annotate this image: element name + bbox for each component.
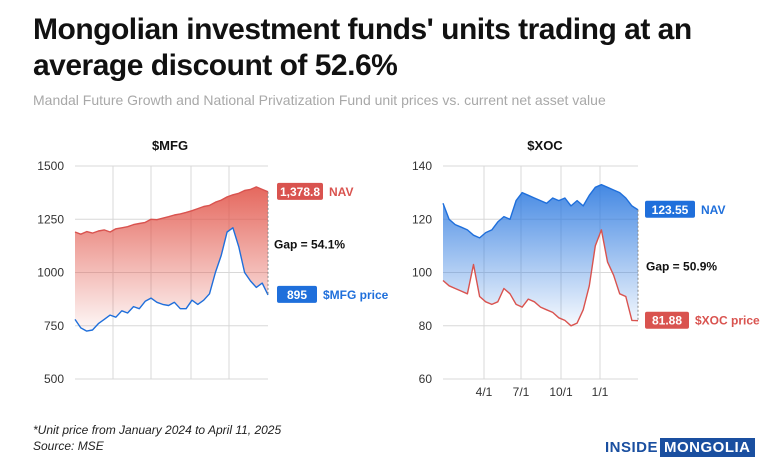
panel-title-1: $XOC: [527, 138, 563, 153]
footnote-note: *Unit price from January 2024 to April 1…: [33, 423, 282, 437]
series-line-1-0: [442, 183, 639, 239]
y-tick-label-0-3: 1250: [37, 212, 64, 226]
y-tick-label-0-2: 1000: [37, 266, 64, 280]
x-tick-label-1-0: 4/1: [476, 385, 493, 399]
inside-mongolia-logo: INSIDE MONGOLIA: [605, 437, 755, 457]
x-tick-label-1-3: 1/1: [592, 385, 609, 399]
footnote: *Unit price from January 2024 to April 1…: [33, 422, 281, 454]
end-value-label-0-1: 895: [287, 288, 307, 302]
gap-label-1: Gap = 50.9%: [646, 259, 717, 273]
y-tick-label-0-0: 500: [44, 372, 64, 386]
y-tick-label-0-4: 1500: [37, 159, 64, 173]
series-line-1-1: [442, 229, 639, 327]
end-value-box-1-0: [645, 200, 695, 218]
logo-part-inside: INSIDE: [605, 438, 659, 456]
x-tick-label-1-1: 7/1: [513, 385, 530, 399]
series-line-0-0: [74, 186, 269, 235]
end-value-label-1-0: 123.55: [652, 203, 689, 217]
series-name-label-0-0: NAV: [329, 185, 353, 199]
y-tick-label-1-0: 60: [419, 372, 433, 386]
x-tick-label-1-2: 10/1: [549, 385, 573, 399]
series-line-0-1: [74, 227, 269, 332]
chart-title: Mongolian investment funds' units tradin…: [33, 13, 692, 82]
series-name-label-1-1: $XOC price: [695, 314, 760, 328]
gap-fill-area-1: [443, 184, 638, 326]
panel-title-0: $MFG: [152, 138, 188, 153]
y-tick-label-1-1: 80: [419, 319, 433, 333]
end-value-label-0-0: 1,378.8: [280, 185, 320, 199]
end-value-box-1-1: [645, 311, 689, 329]
logo-part-mongolia: MONGOLIA: [660, 437, 755, 457]
gap-fill-area-0: [75, 186, 268, 332]
end-value-box-0-0: [277, 182, 323, 200]
y-tick-label-1-3: 120: [412, 212, 432, 226]
y-tick-label-1-2: 100: [412, 266, 432, 280]
footnote-source: Source: MSE: [33, 439, 104, 453]
end-value-box-0-1: [277, 285, 317, 303]
series-name-label-0-1: $MFG price: [323, 288, 389, 302]
end-value-label-1-1: 81.88: [652, 314, 682, 328]
y-tick-label-0-1: 750: [44, 319, 64, 333]
y-tick-label-1-4: 140: [412, 159, 432, 173]
series-name-label-1-0: NAV: [701, 203, 725, 217]
chart-subtitle: Mandal Future Growth and National Privat…: [33, 92, 606, 108]
gap-label-0: Gap = 54.1%: [274, 237, 345, 251]
